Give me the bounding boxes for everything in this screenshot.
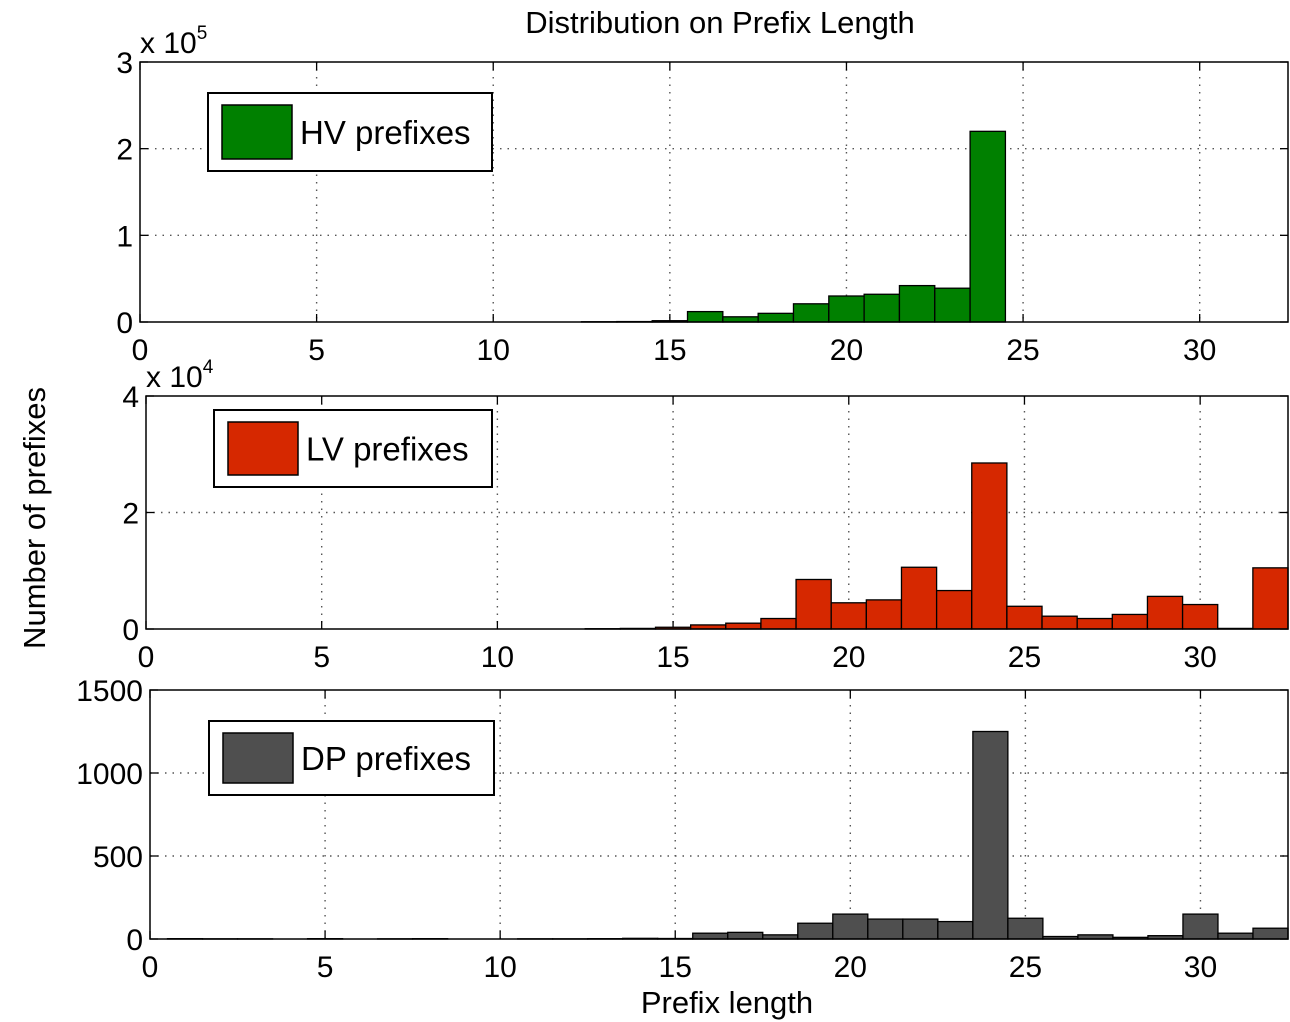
- legend: LV prefixes: [213, 409, 493, 488]
- x-tick-label: 20: [834, 951, 867, 984]
- y-tick-label: 0: [126, 924, 143, 957]
- x-tick-label: 30: [1183, 334, 1216, 367]
- dp-bar: [692, 932, 729, 940]
- lv-bar: [900, 566, 938, 630]
- x-tick-label: 25: [1006, 334, 1039, 367]
- x-axis-label: Prefix length: [641, 985, 813, 1020]
- x-tick-label: 0: [132, 334, 149, 367]
- y-axis-label: Number of prefixes: [17, 387, 52, 649]
- lv-bar: [971, 462, 1008, 630]
- lv-bar: [1041, 615, 1078, 630]
- dp-bar: [1252, 927, 1289, 940]
- legend: HV prefixes: [207, 92, 493, 172]
- y-tick-label: 500: [93, 841, 143, 874]
- dp-bar: [972, 730, 1009, 940]
- legend: DP prefixes: [208, 720, 495, 796]
- hv-bar: [898, 284, 936, 323]
- hv-bar: [722, 316, 759, 323]
- lv-bar: [1111, 613, 1149, 630]
- dp-bar: [797, 922, 834, 940]
- hv-bar: [969, 130, 1007, 323]
- hv-bar: [757, 312, 795, 323]
- y-tick-label: 1000: [76, 758, 143, 791]
- x-tick-label: 25: [1009, 951, 1042, 984]
- x-tick-label: 15: [653, 334, 686, 367]
- y-tick-label: 3: [116, 47, 133, 80]
- hv-bar: [828, 295, 865, 323]
- lv-bar: [1146, 595, 1184, 630]
- axes-frame: [139, 61, 1289, 323]
- dp-bar: [902, 918, 939, 940]
- lv-bar: [1181, 603, 1219, 630]
- dp-bar: [1217, 932, 1254, 940]
- x-tick-label: 15: [656, 641, 689, 674]
- x-tick-label: 10: [483, 951, 516, 984]
- dp-histogram-panel: 0 5 10 15 20 25 30 0 500 1000 1500 DP prefixes: [76, 675, 1289, 984]
- dp-bar: [832, 913, 869, 940]
- dp-bar: [1007, 917, 1044, 940]
- lv-histogram-panel: 0 5 10 15 20 25 30 0 2 4x 104 LV prefixes: [122, 357, 1289, 674]
- legend-swatch: [227, 421, 299, 476]
- legend-label: LV prefixes: [306, 431, 469, 468]
- y-tick-label: 2: [122, 498, 139, 531]
- lv-bar: [865, 599, 903, 630]
- lv-bar: [1076, 617, 1113, 630]
- legend-swatch: [222, 732, 294, 784]
- lv-bar: [725, 622, 762, 630]
- lv-bar: [1006, 605, 1043, 630]
- hv-histogram-panel: 0 5 10 15 20 25 30 0 1 2 3x 105 HV prefixes: [116, 23, 1289, 367]
- lv-bar: [935, 589, 973, 630]
- legend-label: HV prefixes: [300, 114, 471, 151]
- hv-bar: [686, 310, 724, 323]
- y-tick-label: 4: [122, 381, 139, 414]
- x-tick-label: 30: [1184, 951, 1217, 984]
- x-tick-label: 20: [830, 334, 863, 367]
- hv-bar: [863, 293, 901, 323]
- dp-bar: [727, 931, 764, 940]
- y-scale-multiplier: x 105: [140, 23, 207, 60]
- lv-bar: [760, 617, 797, 630]
- legend-label: DP prefixes: [301, 740, 471, 777]
- lv-bar: [1252, 567, 1289, 630]
- x-tick-label: 30: [1183, 641, 1216, 674]
- axes-frame: [145, 395, 1289, 630]
- x-tick-label: 10: [481, 641, 514, 674]
- chart-title: Distribution on Prefix Length: [525, 5, 914, 40]
- lv-bar: [795, 578, 832, 630]
- x-tick-label: 10: [477, 334, 510, 367]
- y-tick-label: 2: [116, 134, 133, 167]
- y-tick-label: 1: [116, 220, 133, 253]
- x-tick-label: 5: [313, 641, 330, 674]
- y-tick-label: 0: [122, 614, 139, 647]
- hv-bar: [792, 303, 830, 323]
- x-tick-label: 0: [142, 951, 159, 984]
- axes-frame: [149, 689, 1289, 940]
- x-tick-label: 0: [138, 641, 155, 674]
- x-tick-label: 25: [1008, 641, 1041, 674]
- dp-bar: [1182, 913, 1219, 940]
- y-tick-label: 0: [116, 307, 133, 340]
- y-tick-label: 1500: [76, 675, 143, 708]
- x-tick-label: 5: [317, 951, 334, 984]
- x-tick-label: 15: [659, 951, 692, 984]
- x-tick-label: 5: [308, 334, 325, 367]
- dp-bar: [937, 920, 974, 940]
- y-scale-multiplier: x 104: [146, 357, 214, 394]
- lv-bar: [830, 602, 867, 630]
- legend-swatch: [221, 104, 293, 160]
- x-tick-label: 20: [832, 641, 865, 674]
- hv-bar: [934, 287, 971, 323]
- dp-bar: [867, 918, 904, 940]
